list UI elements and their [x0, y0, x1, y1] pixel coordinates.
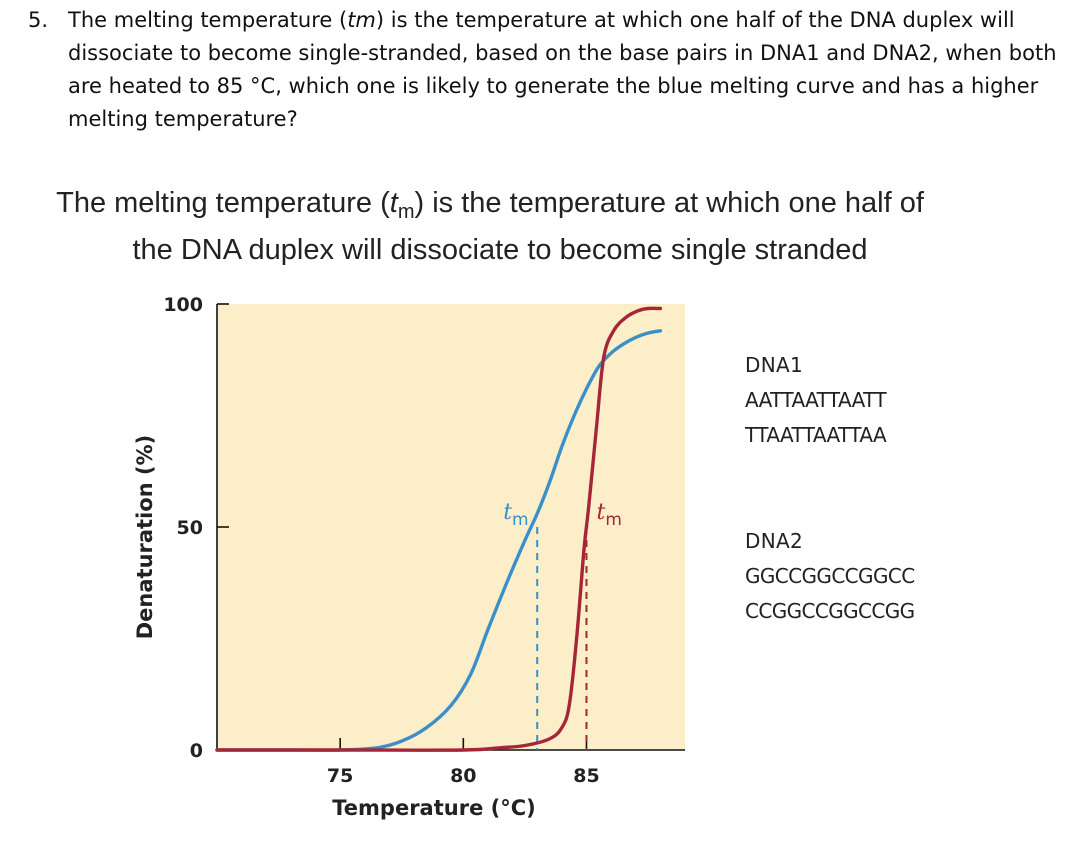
y-tick-label: 100	[163, 294, 203, 316]
figure-heading-line2: the DNA duplex will dissociate to become…	[132, 234, 868, 266]
dna2-label: DNA2	[745, 529, 803, 553]
x-tick-label: 85	[573, 765, 599, 787]
blue-melting-curve	[215, 329, 663, 752]
tm-label-1: tm	[503, 500, 528, 530]
figure-heading-line1: The melting temperature (tm) is the temp…	[56, 187, 924, 223]
red-melting-curve	[215, 306, 663, 752]
question-number: 5.	[28, 8, 49, 32]
y-tick-label: 50	[177, 517, 203, 539]
figure-heading: The melting temperature (tm) is the temp…	[0, 184, 1000, 269]
question-text-italic: tm	[347, 8, 376, 32]
dna1-strand1: AATTAATTAATT	[745, 388, 887, 412]
question-text-after: ) is the temperature at which one half o…	[68, 8, 1057, 131]
question-text: The melting temperature (tm) is the temp…	[68, 4, 1068, 136]
dna1-strand2: TTAATTAATTAA	[745, 423, 887, 447]
dna2-block: DNA2 GGCCGGCCGGCC CCGGCCGGCCGG	[745, 524, 915, 629]
dna1-block: DNA1 AATTAATTAATT TTAATTAATTAA	[745, 348, 887, 453]
question: 5. The melting temperature (tm) is the t…	[28, 4, 1068, 136]
plot-background	[217, 304, 685, 750]
x-tick-label: 80	[450, 765, 476, 787]
dna2-strand2: CCGGCCGGCCGG	[745, 599, 915, 623]
tm-label-2: tm	[596, 500, 621, 530]
dna2-strand1: GGCCGGCCGGCC	[745, 564, 915, 588]
x-tick-label: 75	[327, 765, 353, 787]
dna1-label: DNA1	[745, 353, 803, 377]
y-tick-label: 0	[190, 740, 203, 762]
question-text-before: The melting temperature (	[68, 8, 348, 32]
x-axis-title: Temperature (°C)	[332, 796, 535, 820]
y-axis-title: Denaturation (%)	[133, 435, 157, 639]
